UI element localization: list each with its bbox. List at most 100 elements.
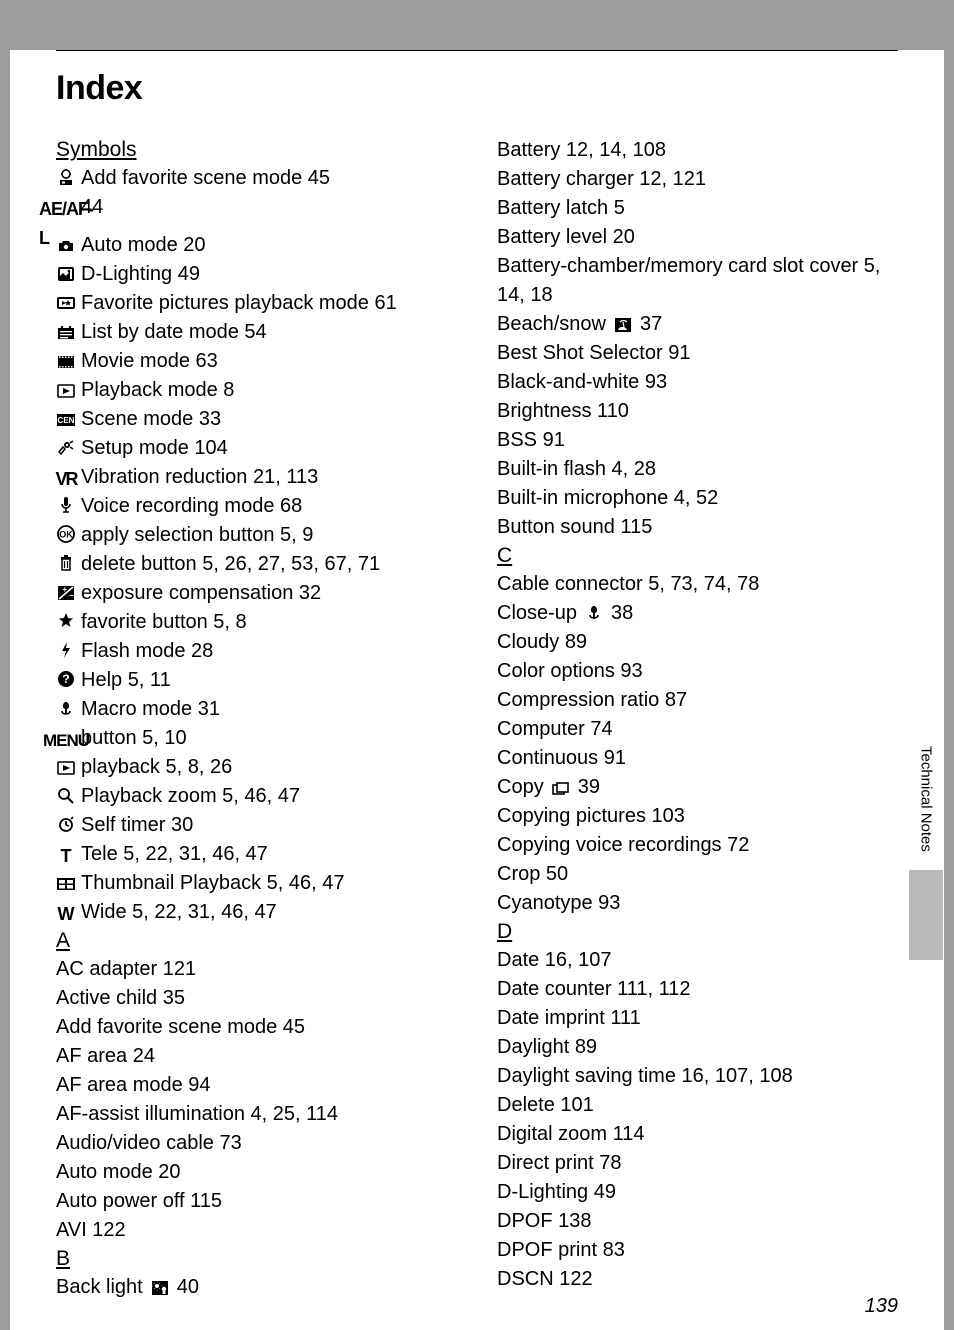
index-entry: Playback mode 8 bbox=[56, 376, 457, 405]
index-entry: Beach/snow37 bbox=[497, 310, 898, 339]
entry-text: Copy bbox=[497, 773, 544, 802]
entry-text: Favorite pictures playback mode 61 bbox=[81, 289, 397, 318]
entry-text: AF-assist illumination 4, 25, 114 bbox=[56, 1100, 338, 1129]
entry-text: Scene mode 33 bbox=[81, 405, 221, 434]
entry-text: AC adapter 121 bbox=[56, 955, 196, 984]
index-entry: Battery 12, 14, 108 bbox=[497, 136, 898, 165]
closeup-icon bbox=[584, 604, 604, 622]
index-entry: favorite button 5, 8 bbox=[56, 608, 457, 637]
listdate-icon bbox=[56, 324, 76, 342]
entry-text: Direct print 78 bbox=[497, 1149, 622, 1178]
page-number: 139 bbox=[865, 1295, 898, 1318]
flash-icon bbox=[56, 641, 76, 659]
section-heading: C bbox=[497, 544, 898, 568]
entry-text: favorite button 5, 8 bbox=[81, 608, 247, 637]
entry-text: Cyanotype 93 bbox=[497, 889, 620, 918]
index-entry: Movie mode 63 bbox=[56, 347, 457, 376]
entry-text: D-Lighting 49 bbox=[81, 260, 200, 289]
index-entry: Back light40 bbox=[56, 1273, 457, 1302]
entry-text-after: 38 bbox=[611, 599, 633, 628]
help-icon: ? bbox=[56, 670, 76, 688]
index-entry: Crop 50 bbox=[497, 860, 898, 889]
movie-icon bbox=[56, 353, 76, 371]
horizontal-rule bbox=[56, 50, 898, 51]
index-entry: D-Lighting 49 bbox=[497, 1178, 898, 1207]
entry-text: Copying voice recordings 72 bbox=[497, 831, 749, 860]
side-block bbox=[909, 870, 943, 960]
index-entry: Close-up 38 bbox=[497, 599, 898, 628]
index-entry: AC adapter 121 bbox=[56, 955, 457, 984]
index-entry: AF area mode 94 bbox=[56, 1071, 457, 1100]
beach-icon bbox=[613, 316, 633, 334]
index-entry: DPOF 138 bbox=[497, 1207, 898, 1236]
svg-text:SCENE: SCENE bbox=[56, 416, 76, 425]
index-entry: Built-in microphone 4, 52 bbox=[497, 484, 898, 513]
entry-text: Cloudy 89 bbox=[497, 628, 587, 657]
section-heading: B bbox=[56, 1247, 457, 1271]
page: Index SymbolsAdd favorite scene mode 45A… bbox=[10, 50, 944, 1330]
index-entry: MENUbutton 5, 10 bbox=[56, 724, 457, 753]
index-entry: Add favorite scene mode 45 bbox=[56, 1013, 457, 1042]
entry-text-after: 39 bbox=[578, 773, 600, 802]
index-entry: Delete 101 bbox=[497, 1091, 898, 1120]
page-title: Index bbox=[56, 69, 898, 108]
index-entry: delete button 5, 26, 27, 53, 67, 71 bbox=[56, 550, 457, 579]
index-entry: Brightness 110 bbox=[497, 397, 898, 426]
index-entry: Macro mode 31 bbox=[56, 695, 457, 724]
entry-text: Delete 101 bbox=[497, 1091, 594, 1120]
entry-text: Close-up bbox=[497, 599, 577, 628]
index-entry: Daylight 89 bbox=[497, 1033, 898, 1062]
entry-text: Beach/snow bbox=[497, 310, 606, 339]
index-entry: Audio/video cable 73 bbox=[56, 1129, 457, 1158]
setup-icon bbox=[56, 439, 76, 457]
scene-icon: SCENE bbox=[56, 411, 76, 429]
index-entry: Compression ratio 87 bbox=[497, 686, 898, 715]
index-entry: Date counter 111, 112 bbox=[497, 975, 898, 1004]
index-entry: Built-in flash 4, 28 bbox=[497, 455, 898, 484]
index-entry: Daylight saving time 16, 107, 108 bbox=[497, 1062, 898, 1091]
entry-text: AVI 122 bbox=[56, 1216, 126, 1245]
entry-text: Built-in microphone 4, 52 bbox=[497, 484, 718, 513]
index-entry: Playback zoom 5, 46, 47 bbox=[56, 782, 457, 811]
svg-text:−: − bbox=[69, 591, 74, 600]
entry-text: Digital zoom 114 bbox=[497, 1120, 644, 1149]
index-entry: Voice recording mode 68 bbox=[56, 492, 457, 521]
side-label: Technical Notes bbox=[918, 740, 935, 870]
index-entry: Self timer 30 bbox=[56, 811, 457, 840]
index-entry: Date imprint 111 bbox=[497, 1004, 898, 1033]
entry-text: Cable connector 5, 73, 74, 78 bbox=[497, 570, 759, 599]
entry-text: Battery 12, 14, 108 bbox=[497, 136, 666, 165]
entry-text: Date 16, 107 bbox=[497, 946, 612, 975]
index-entry: SCENE Scene mode 33 bbox=[56, 405, 457, 434]
index-entry: ?Help 5, 11 bbox=[56, 666, 457, 695]
entry-text: Copying pictures 103 bbox=[497, 802, 685, 831]
timer-icon bbox=[56, 815, 76, 833]
mic-icon bbox=[56, 496, 76, 514]
entry-text: Black-and-white 93 bbox=[497, 368, 667, 397]
index-entry: +−exposure compensation 32 bbox=[56, 579, 457, 608]
index-entry: AE/AF-L44 bbox=[56, 193, 457, 231]
entry-text: Wide 5, 22, 31, 46, 47 bbox=[81, 898, 277, 927]
entry-text: Crop 50 bbox=[497, 860, 568, 889]
index-entry: Battery charger 12, 121 bbox=[497, 165, 898, 194]
entry-text: Thumbnail Playback 5, 46, 47 bbox=[81, 869, 345, 898]
index-entry: List by date mode 54 bbox=[56, 318, 457, 347]
copy-icon bbox=[551, 780, 571, 798]
entry-text: Setup mode 104 bbox=[81, 434, 228, 463]
fav-play-icon bbox=[56, 294, 76, 312]
entry-text: Daylight 89 bbox=[497, 1033, 597, 1062]
section-heading: A bbox=[56, 929, 457, 953]
svg-text:?: ? bbox=[62, 672, 69, 686]
dlight-icon bbox=[56, 265, 76, 283]
index-entry: Auto power off 115 bbox=[56, 1187, 457, 1216]
index-entry: Black-and-white 93 bbox=[497, 368, 898, 397]
entry-text: Auto mode 20 bbox=[56, 1158, 181, 1187]
entry-text: Battery charger 12, 121 bbox=[497, 165, 706, 194]
thumb-icon bbox=[56, 875, 76, 893]
index-entry: playback 5, 8, 26 bbox=[56, 753, 457, 782]
index-entry: AF area 24 bbox=[56, 1042, 457, 1071]
entry-text: Built-in flash 4, 28 bbox=[497, 455, 656, 484]
index-entry: Button sound 115 bbox=[497, 513, 898, 542]
backlight-icon bbox=[150, 1279, 170, 1297]
index-entry: Battery level 20 bbox=[497, 223, 898, 252]
